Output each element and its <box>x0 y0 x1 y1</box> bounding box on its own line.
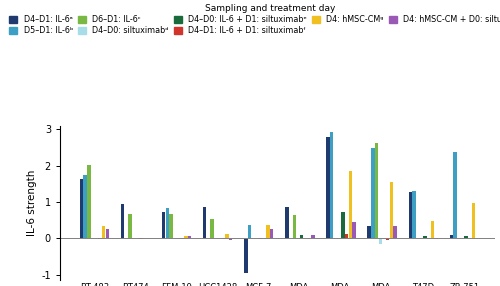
Bar <box>226 234 228 239</box>
Bar <box>270 229 274 239</box>
Bar <box>352 222 356 239</box>
Bar <box>386 239 390 240</box>
Bar <box>424 236 426 239</box>
Bar <box>87 165 90 239</box>
Bar <box>371 148 374 239</box>
Bar <box>266 225 270 239</box>
Bar <box>170 214 173 239</box>
Bar <box>430 221 434 239</box>
Bar <box>188 236 192 239</box>
Bar <box>203 206 206 239</box>
Bar <box>341 212 344 239</box>
Bar <box>412 191 416 239</box>
Bar <box>326 137 330 239</box>
Bar <box>80 178 83 239</box>
Bar <box>210 219 214 239</box>
Bar <box>300 235 304 239</box>
Bar <box>454 152 456 239</box>
Bar <box>184 236 188 239</box>
Bar <box>378 239 382 244</box>
Bar <box>472 203 475 239</box>
Bar <box>244 239 248 273</box>
Bar <box>394 226 396 239</box>
Bar <box>106 229 109 239</box>
Bar <box>464 236 468 239</box>
Bar <box>162 212 166 239</box>
Bar <box>348 171 352 239</box>
Bar <box>375 143 378 239</box>
Bar <box>345 234 348 239</box>
Bar <box>390 182 393 239</box>
Y-axis label: IL-6 strength: IL-6 strength <box>27 170 37 236</box>
Bar <box>311 235 314 239</box>
Bar <box>84 175 87 239</box>
Bar <box>292 215 296 239</box>
Legend: D4–D1: IL-6ᵃ, D5–D1: IL-6ᵇ, D6–D1: IL-6ᶜ, D4–D0: siltuximabᵈ, D4–D0: IL-6 + D1: : D4–D1: IL-6ᵃ, D5–D1: IL-6ᵇ, D6–D1: IL-6ᶜ… <box>9 4 500 35</box>
Bar <box>229 239 232 240</box>
Bar <box>286 206 288 239</box>
Bar <box>450 235 453 239</box>
Bar <box>330 132 334 239</box>
Bar <box>166 208 169 239</box>
Bar <box>368 226 371 239</box>
Bar <box>248 225 252 239</box>
Bar <box>121 204 124 239</box>
Bar <box>128 214 132 239</box>
Bar <box>102 226 106 239</box>
Bar <box>408 192 412 239</box>
